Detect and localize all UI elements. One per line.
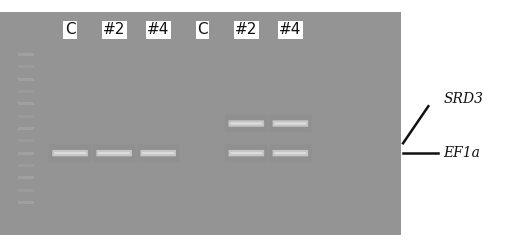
FancyBboxPatch shape [18,189,34,192]
Text: #2: #2 [103,22,125,37]
FancyBboxPatch shape [275,152,306,154]
FancyBboxPatch shape [48,144,92,162]
FancyBboxPatch shape [54,152,86,154]
FancyBboxPatch shape [52,150,88,156]
Text: SRD3: SRD3 [444,92,484,106]
FancyBboxPatch shape [225,115,268,132]
FancyBboxPatch shape [137,144,180,162]
Text: EF1a: EF1a [444,146,481,160]
FancyBboxPatch shape [0,12,401,235]
FancyBboxPatch shape [18,164,34,167]
FancyBboxPatch shape [269,144,312,162]
FancyBboxPatch shape [18,78,34,81]
FancyBboxPatch shape [269,115,312,132]
FancyBboxPatch shape [18,201,34,204]
Text: C: C [65,22,75,37]
FancyBboxPatch shape [93,144,135,162]
FancyBboxPatch shape [229,120,264,127]
Text: #4: #4 [279,22,301,37]
FancyBboxPatch shape [142,152,174,154]
FancyBboxPatch shape [96,150,132,156]
FancyBboxPatch shape [18,115,34,118]
FancyBboxPatch shape [18,65,34,68]
FancyBboxPatch shape [18,102,34,105]
FancyBboxPatch shape [229,150,264,156]
FancyBboxPatch shape [272,120,308,127]
Text: #4: #4 [147,22,169,37]
FancyBboxPatch shape [18,53,34,56]
FancyBboxPatch shape [18,176,34,179]
FancyBboxPatch shape [18,139,34,142]
FancyBboxPatch shape [99,152,130,154]
FancyBboxPatch shape [225,144,268,162]
FancyBboxPatch shape [275,123,306,124]
FancyBboxPatch shape [272,150,308,156]
FancyBboxPatch shape [230,152,262,154]
FancyBboxPatch shape [230,123,262,124]
FancyBboxPatch shape [18,127,34,130]
FancyBboxPatch shape [18,90,34,93]
Text: C: C [197,22,208,37]
FancyBboxPatch shape [140,150,176,156]
Text: #2: #2 [235,22,258,37]
FancyBboxPatch shape [18,152,34,155]
